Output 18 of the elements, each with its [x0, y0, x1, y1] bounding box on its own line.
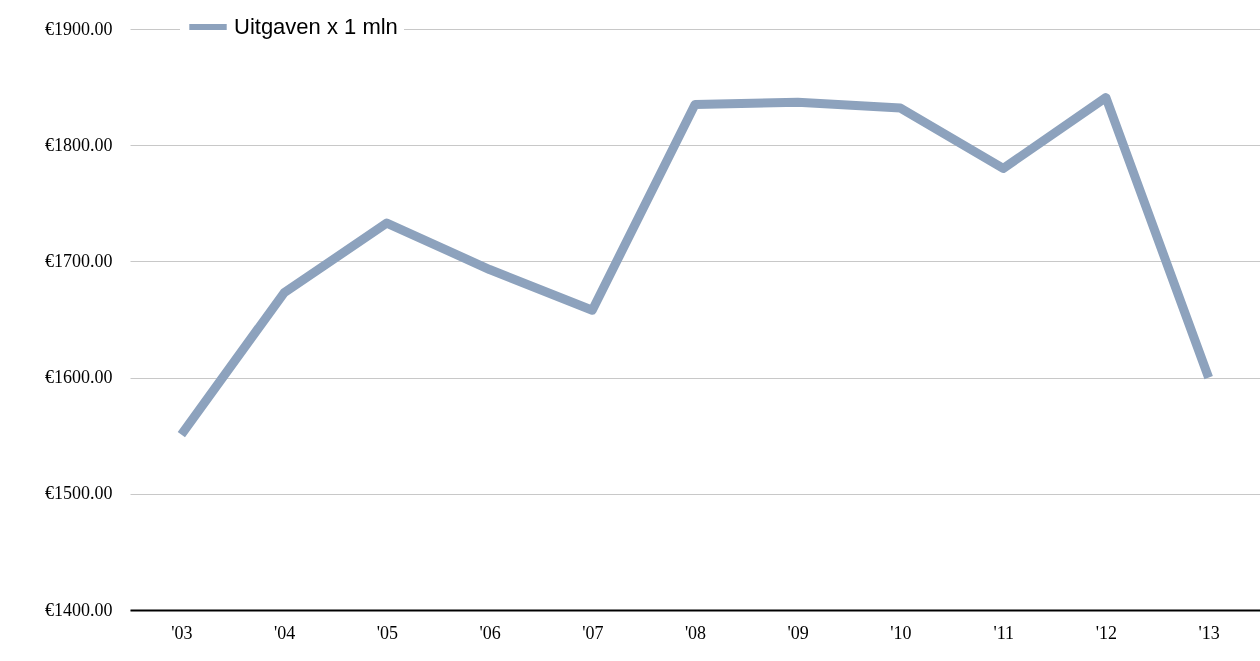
- y-tick-label: €1800.00: [45, 134, 113, 155]
- x-tick-label: '09: [787, 622, 809, 643]
- x-tick-label: '12: [1095, 622, 1118, 643]
- y-tick-label: €1900.00: [45, 18, 113, 39]
- y-tick-label: €1400.00: [45, 599, 113, 620]
- x-tick-label: '10: [890, 622, 912, 643]
- x-tick-label: '03: [171, 622, 193, 643]
- x-tick-label: '07: [582, 622, 604, 643]
- x-tick-label: '13: [1198, 622, 1220, 643]
- y-tick-label: €1700.00: [45, 250, 113, 271]
- y-tick-label: €1600.00: [45, 367, 113, 388]
- x-tick-label: '08: [684, 622, 707, 643]
- x-tick-label: '06: [479, 622, 501, 643]
- x-tick-label: '04: [273, 622, 296, 643]
- legend-label: Uitgaven x 1 mln: [234, 14, 398, 39]
- y-tick-label: €1500.00: [45, 483, 113, 504]
- x-tick-label: '11: [993, 622, 1014, 643]
- x-tick-label: '05: [376, 622, 398, 643]
